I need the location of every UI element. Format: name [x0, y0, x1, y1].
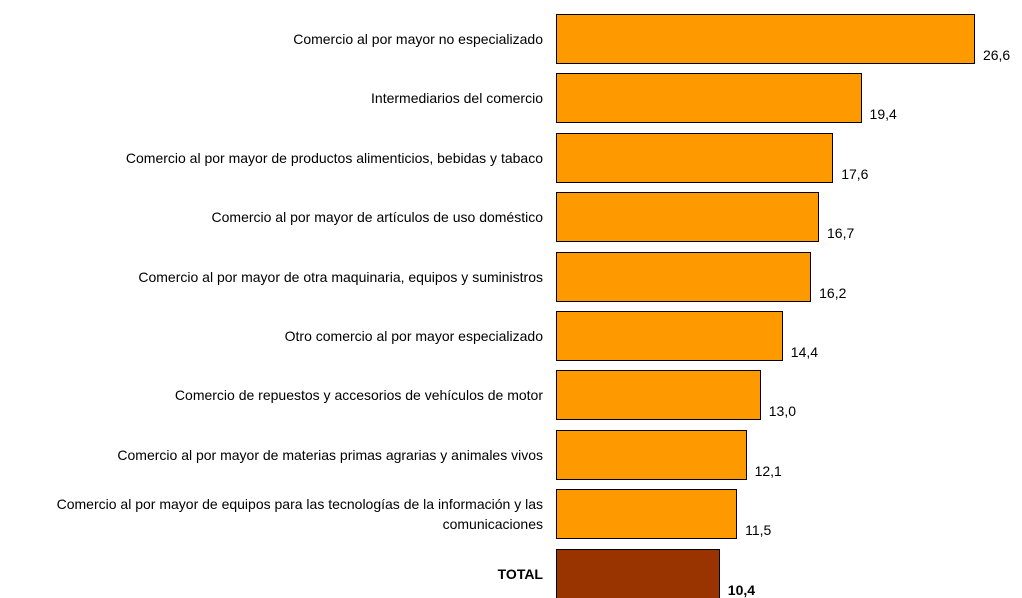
value-label: 16,2: [819, 284, 847, 301]
category-label: Comercio al por mayor de materias primas…: [117, 446, 543, 463]
category-label: Comercio al por mayor no especializado: [293, 31, 543, 47]
category-label: Comercio al por mayor de productos alime…: [125, 149, 543, 166]
category-label: Comercio de repuestos y accesorios de ve…: [174, 387, 543, 404]
value-label: 10,4: [727, 581, 756, 598]
category-label: Intermediarios del comercio: [371, 90, 543, 107]
value-label: 26,6: [982, 47, 1011, 63]
bar: [556, 132, 834, 183]
value-label: 13,0: [768, 403, 796, 420]
bar: [556, 370, 761, 421]
bar: [556, 311, 783, 361]
value-label: 12,1: [754, 462, 782, 479]
value-label: 19,4: [869, 106, 897, 123]
category-label: Otro comercio al por mayor especializado: [284, 328, 543, 344]
bar: [556, 14, 975, 64]
bar: [556, 73, 862, 124]
category-label: Comercio al por mayor de otra maquinaria…: [138, 268, 543, 285]
value-label: 17,6: [841, 165, 869, 182]
bar: [556, 251, 812, 302]
bar: [556, 548, 720, 598]
value-label: 14,4: [790, 344, 819, 360]
value-label: 16,7: [827, 225, 855, 242]
category-label: Comercio al por mayor de artículos de us…: [211, 209, 543, 226]
category-label: TOTAL: [497, 565, 543, 582]
bar: [556, 429, 747, 480]
bar: [556, 489, 738, 540]
category-label: Comercio al por mayor de equipos para la…: [56, 496, 543, 533]
value-label: 11,5: [745, 522, 772, 539]
bar: [556, 192, 820, 243]
